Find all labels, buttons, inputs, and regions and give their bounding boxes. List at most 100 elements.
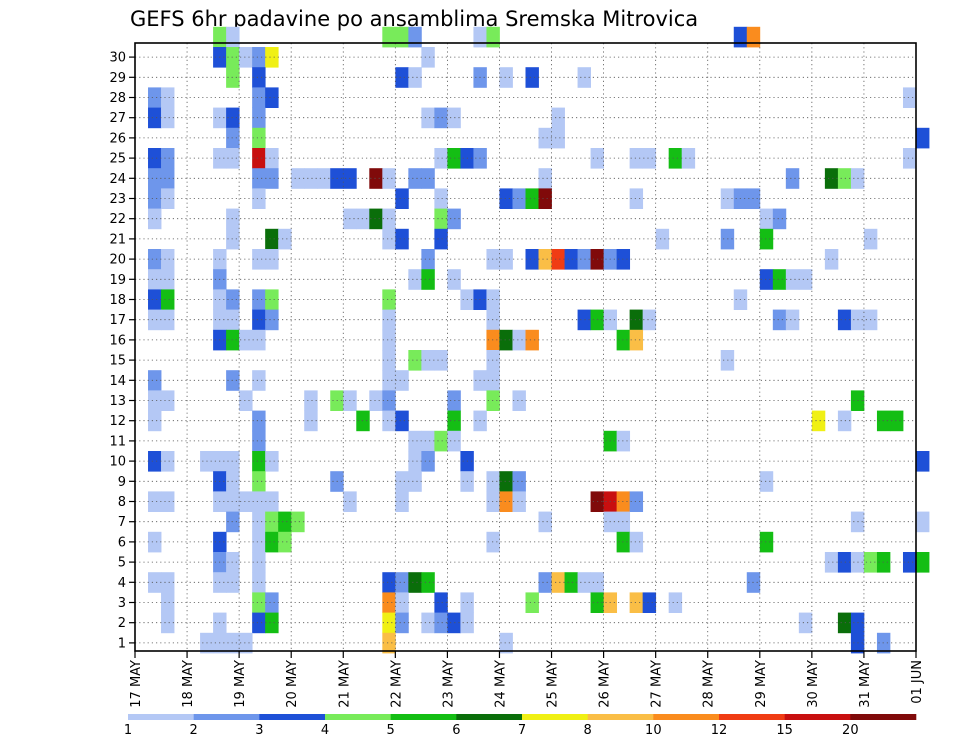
heatmap-cell bbox=[408, 350, 422, 371]
x-tick-label: 28 MAY bbox=[702, 660, 717, 708]
heatmap-cell bbox=[226, 148, 240, 169]
heatmap-cell bbox=[291, 168, 305, 189]
heatmap-cell bbox=[499, 67, 513, 88]
heatmap-cell bbox=[668, 592, 683, 613]
heatmap-cell bbox=[421, 612, 435, 634]
x-tick-label: 25 MAY bbox=[546, 660, 561, 708]
heatmap-cell bbox=[629, 491, 644, 512]
x-tick-label: 20 MAY bbox=[285, 660, 300, 708]
y-tick-label: 15 bbox=[109, 354, 126, 369]
heatmap-cell bbox=[447, 410, 461, 432]
heatmap-cell bbox=[577, 67, 591, 88]
heatmap-cell bbox=[252, 612, 266, 634]
heatmap-cell bbox=[525, 592, 539, 613]
heatmap-cell bbox=[148, 410, 162, 432]
heatmap-cell bbox=[226, 289, 240, 310]
heatmap-cell bbox=[226, 572, 240, 593]
heatmap-cell bbox=[785, 168, 800, 189]
legend-swatch bbox=[587, 714, 654, 720]
heatmap-cell bbox=[759, 228, 774, 250]
legend-label: 10 bbox=[645, 723, 662, 738]
heatmap-cell bbox=[291, 511, 305, 533]
y-tick-label: 7 bbox=[118, 515, 126, 530]
heatmap-cell bbox=[538, 127, 552, 149]
heatmap-cell bbox=[265, 249, 279, 270]
legend-swatch bbox=[259, 714, 326, 720]
heatmap-cell bbox=[226, 329, 240, 351]
heatmap-cell bbox=[252, 249, 266, 270]
heatmap-cell bbox=[252, 410, 266, 432]
heatmap-cell bbox=[499, 188, 513, 209]
heatmap-cell bbox=[252, 87, 266, 108]
heatmap-cell bbox=[395, 612, 409, 634]
heatmap-cell bbox=[408, 168, 422, 189]
heatmap-cell bbox=[252, 592, 266, 613]
legend-swatch bbox=[522, 714, 588, 720]
heatmap-cell bbox=[447, 148, 461, 169]
heatmap-cell bbox=[369, 168, 383, 189]
heatmap-cell bbox=[408, 269, 422, 290]
heatmap-cells bbox=[148, 26, 930, 654]
heatmap-cell bbox=[538, 511, 552, 533]
heatmap-cell bbox=[798, 269, 813, 290]
heatmap-cell bbox=[252, 127, 266, 149]
heatmap-cell bbox=[395, 228, 409, 250]
heatmap-cell bbox=[382, 612, 396, 634]
heatmap-cell bbox=[252, 188, 266, 209]
heatmap-cell bbox=[421, 451, 435, 472]
heatmap-cell bbox=[564, 249, 578, 270]
heatmap-cell bbox=[252, 451, 266, 472]
heatmap-cell bbox=[161, 249, 175, 270]
heatmap-cell bbox=[629, 148, 644, 169]
heatmap-cell bbox=[538, 188, 552, 209]
heatmap-cell bbox=[161, 87, 175, 108]
heatmap-cell bbox=[148, 491, 162, 512]
heatmap-cell bbox=[252, 471, 266, 492]
heatmap-cell bbox=[512, 471, 526, 492]
heatmap-cell bbox=[434, 208, 448, 230]
heatmap-cell bbox=[161, 491, 175, 512]
heatmap-cell bbox=[421, 249, 435, 270]
heatmap-cell bbox=[785, 309, 800, 331]
heatmap-cell bbox=[252, 430, 266, 452]
legend-label: 2 bbox=[190, 723, 198, 738]
heatmap-cell bbox=[148, 249, 162, 270]
heatmap-cell bbox=[837, 552, 852, 573]
heatmap-cell bbox=[265, 228, 279, 250]
legend-label: 4 bbox=[321, 723, 329, 738]
legend-label: 1 bbox=[124, 723, 132, 738]
heatmap-cell bbox=[252, 531, 266, 553]
legend-label: 7 bbox=[518, 723, 526, 738]
y-tick-label: 21 bbox=[109, 232, 126, 247]
heatmap-cell bbox=[447, 430, 461, 452]
heatmap-cell bbox=[759, 471, 774, 492]
heatmap-cell bbox=[252, 329, 266, 351]
heatmap-cell bbox=[148, 168, 162, 189]
legend-label: 3 bbox=[255, 723, 263, 738]
heatmap-cell bbox=[161, 592, 175, 613]
heatmap-cell bbox=[148, 289, 162, 310]
heatmap-cell bbox=[408, 471, 422, 492]
heatmap-cell bbox=[161, 148, 175, 169]
heatmap-cell bbox=[239, 390, 253, 411]
heatmap-cell bbox=[629, 329, 644, 351]
heatmap-cell bbox=[148, 208, 162, 230]
heatmap-cell bbox=[434, 107, 448, 129]
heatmap-cell bbox=[226, 208, 240, 230]
heatmap-cell bbox=[577, 572, 591, 593]
heatmap-cell bbox=[408, 451, 422, 472]
legend-label: 5 bbox=[387, 723, 395, 738]
heatmap-cell bbox=[525, 329, 539, 351]
heatmap-cell bbox=[265, 531, 279, 553]
heatmap-cell bbox=[226, 491, 240, 512]
heatmap-cell bbox=[239, 47, 253, 68]
heatmap-cell bbox=[772, 208, 787, 230]
heatmap-cell bbox=[434, 612, 448, 634]
heatmap-cell bbox=[538, 249, 552, 270]
heatmap-cell bbox=[148, 107, 162, 129]
heatmap-cell bbox=[265, 47, 279, 68]
x-tick-label: 26 MAY bbox=[598, 660, 613, 708]
x-tick-label: 18 MAY bbox=[181, 660, 196, 708]
heatmap-cell bbox=[642, 309, 657, 331]
